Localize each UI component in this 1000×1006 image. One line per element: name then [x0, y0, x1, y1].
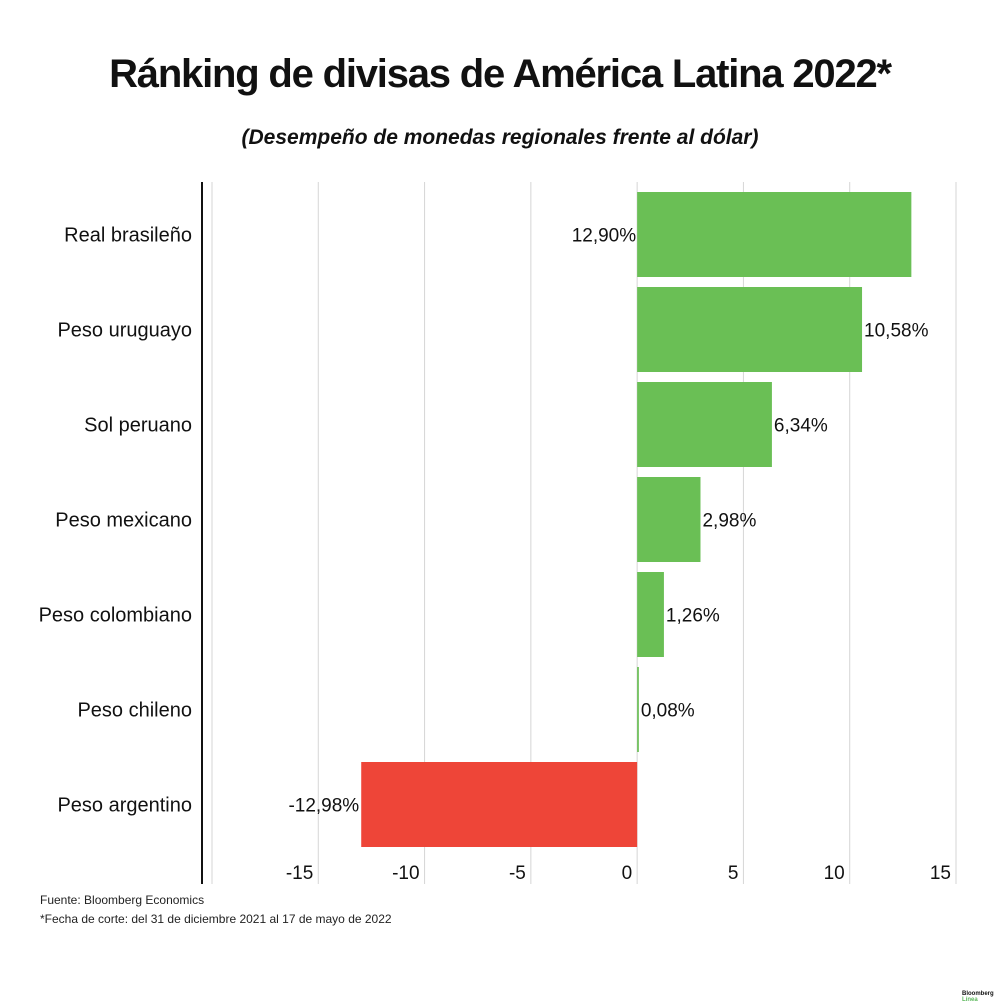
bar — [637, 192, 912, 277]
bar — [637, 477, 701, 562]
x-tick-label: -15 — [286, 863, 313, 884]
data-label: 6,34% — [774, 416, 828, 437]
category-label: Peso uruguayo — [57, 320, 192, 342]
data-label: 12,90% — [572, 226, 637, 247]
chart-title: Ránking de divisas de América Latina 202… — [109, 52, 892, 96]
chart-subtitle: (Desempeño de monedas regionales frente … — [241, 126, 759, 149]
data-label: -12,98% — [288, 796, 359, 817]
category-label: Sol peruano — [84, 415, 192, 437]
category-label: Real brasileño — [64, 225, 192, 247]
date-note: *Fecha de corte: del 31 de diciembre 202… — [40, 912, 392, 926]
bar — [637, 287, 863, 372]
bar — [637, 572, 664, 657]
category-label: Peso mexicano — [55, 510, 192, 532]
data-label: 1,26% — [666, 606, 720, 627]
x-tick-label: -10 — [392, 863, 419, 884]
category-label: Peso argentino — [57, 795, 192, 817]
x-tick-label: 15 — [930, 863, 951, 884]
data-label: 0,08% — [641, 701, 695, 722]
bar — [637, 382, 772, 467]
x-tick-label: -5 — [509, 863, 526, 884]
source-note: Fuente: Bloomberg Economics — [40, 893, 205, 907]
bloomberg-linea-logo: Bloomberg Línea — [962, 991, 994, 1003]
x-tick-label: 5 — [728, 863, 739, 884]
bar — [637, 667, 639, 752]
category-label: Peso chileno — [77, 700, 192, 722]
data-label: 10,58% — [864, 321, 929, 342]
x-tick-label: 10 — [824, 863, 845, 884]
x-tick-label: 0 — [622, 863, 633, 884]
bar — [361, 762, 638, 847]
data-label: 2,98% — [702, 511, 756, 532]
category-label: Peso colombiano — [39, 605, 192, 627]
